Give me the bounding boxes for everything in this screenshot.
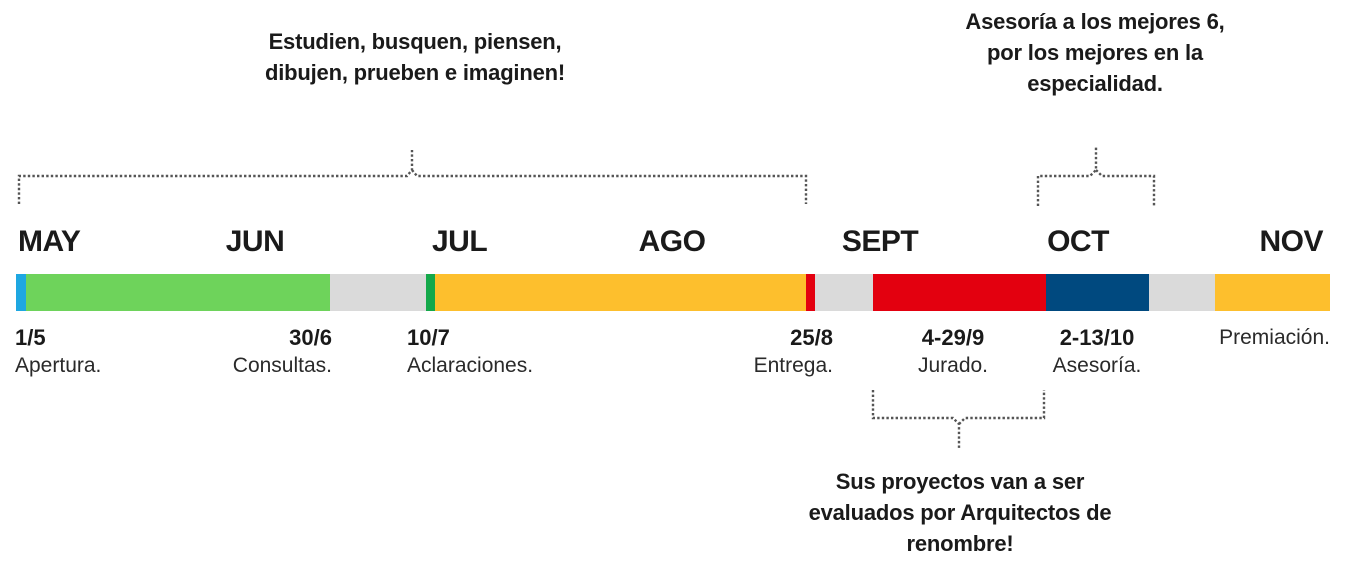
event-label: Aclaraciones. [407,354,534,377]
event-consultas: 30/6 Consultas. [233,324,332,380]
event-entrega: 25/8 Entrega. [754,324,833,380]
segment-premiacion [1215,274,1330,311]
event-label: Premiación. [1219,326,1330,349]
event-jurado: 4-29/9 Jurado. [918,324,988,380]
event-date: 1/5 [15,325,46,350]
event-date: 4-29/9 [921,325,985,350]
month-sept: SEPT [841,225,919,258]
note-study-phase: Estudien, busquen, piensen, dibujen, pru… [265,29,565,85]
event-date: 2-13/10 [1059,325,1135,350]
month-nov: NOV [1259,225,1323,258]
segment-desarrollo [435,274,806,311]
month-ago: AGO [638,225,706,258]
bracket-study-phase [17,150,808,204]
segment-consultas [26,274,330,311]
event-label: Asesoría. [1052,354,1142,377]
event-date: 25/8 [790,325,833,350]
month-jun: JUN [225,225,285,258]
bracket-jury [871,390,1046,448]
event-apertura: 1/5 Apertura. [15,324,101,380]
month-oct: OCT [1047,225,1109,258]
segment-jurado [873,274,1046,311]
event-label: Apertura. [15,354,102,377]
note-jury: Sus proyectos van a ser evaluados por Ar… [808,469,1112,556]
segment-apertura [16,274,26,311]
event-date: 10/7 [407,325,450,350]
event-label: Consultas. [232,354,332,377]
event-premiacion: Premiación. [1219,324,1330,352]
bracket-advisory [1036,146,1156,206]
event-label: Entrega. [753,354,833,377]
event-aclaraciones: 10/7 Aclaraciones. [407,324,533,380]
note-advisory: Asesoría a los mejores 6, por los mejore… [965,9,1225,96]
timeline-bar [16,274,1330,311]
month-jul: JUL [432,225,488,258]
event-label: Jurado. [917,354,989,377]
event-asesoria: 2-13/10 Asesoría. [1053,324,1142,380]
segment-entrega [806,274,815,311]
month-may: MAY [18,225,81,258]
event-date: 30/6 [289,325,332,350]
segment-asesoria [1046,274,1149,311]
segment-aclaraciones [426,274,435,311]
